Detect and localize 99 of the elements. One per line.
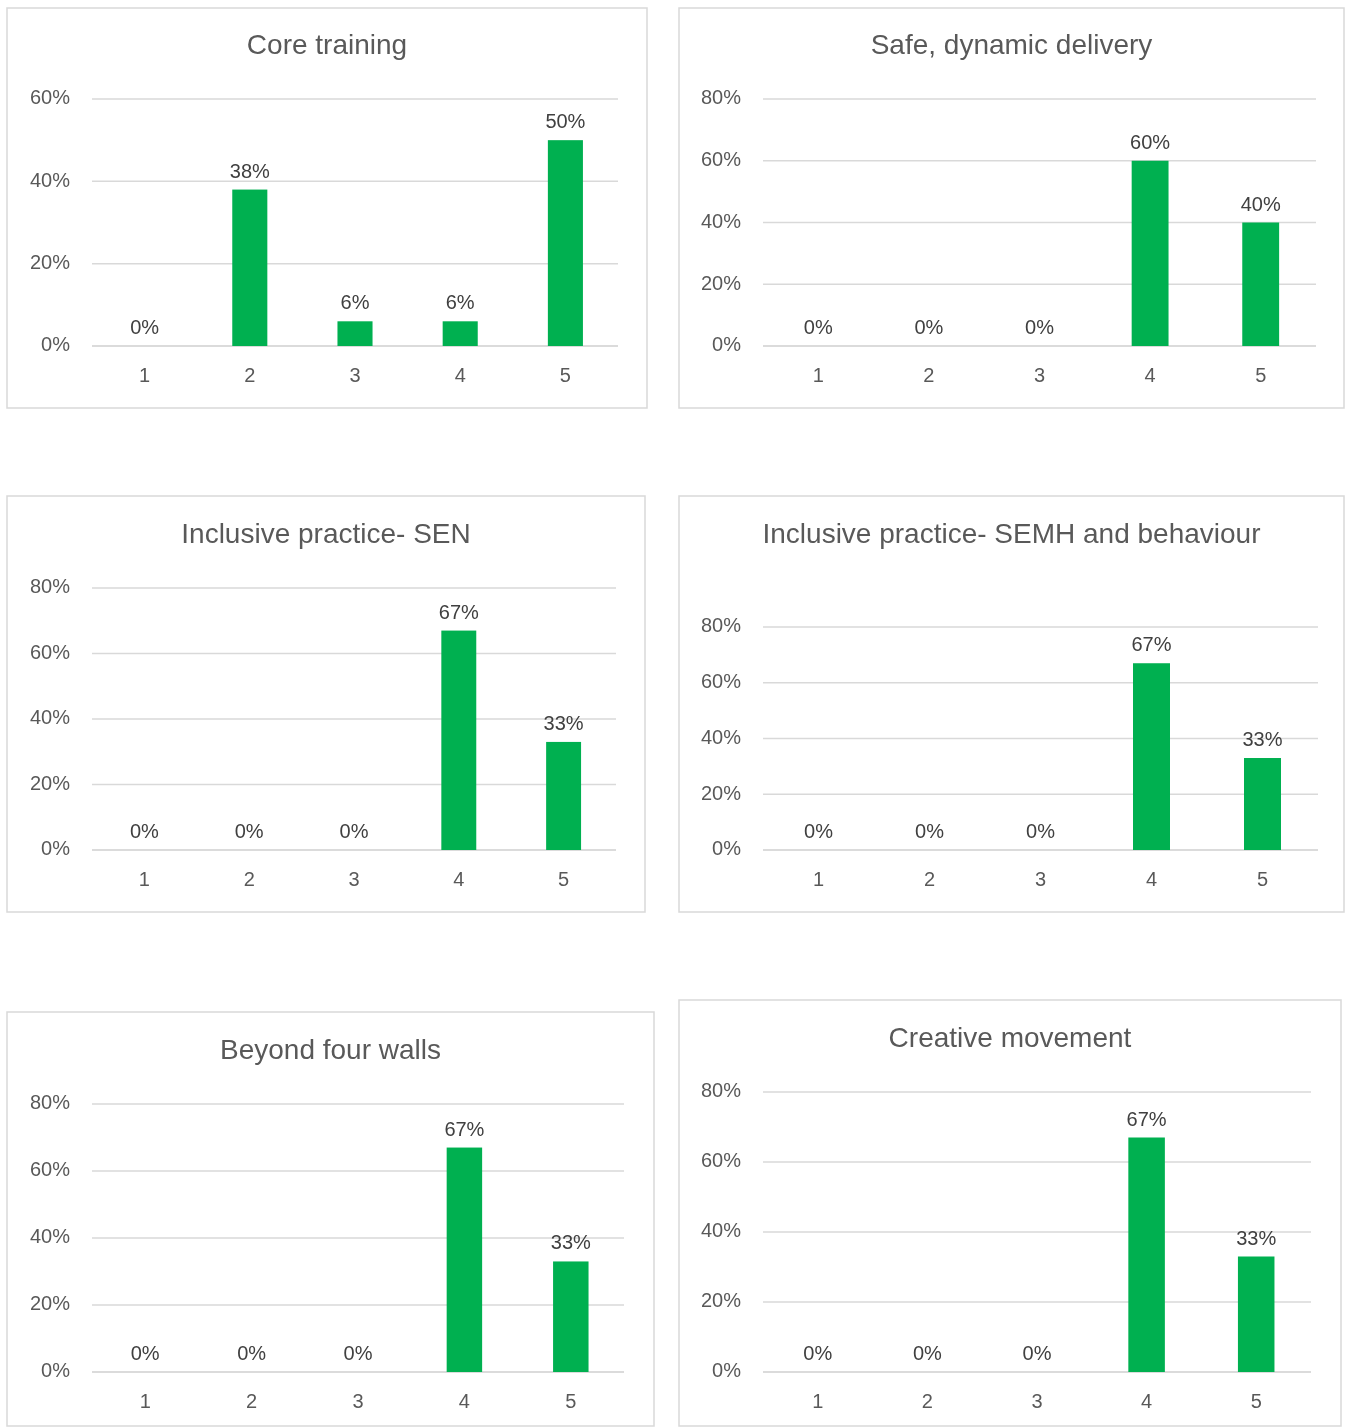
y-tick-label: 80% bbox=[700, 1079, 742, 1102]
data-label: 0% bbox=[234, 820, 264, 842]
y-tick-label: 80% bbox=[700, 86, 742, 109]
data-label: 38% bbox=[229, 159, 271, 182]
chart-title: Inclusive practice- SEN bbox=[181, 518, 471, 550]
data-label: 0% bbox=[803, 1342, 833, 1364]
x-tick-label: 3 bbox=[348, 868, 360, 891]
x-tick-label: 1 bbox=[812, 364, 824, 387]
x-tick-label: 5 bbox=[1250, 1390, 1262, 1413]
data-label: 33% bbox=[543, 711, 584, 734]
data-label: 0% bbox=[912, 1342, 943, 1364]
y-tick-label: 20% bbox=[700, 271, 742, 294]
data-label: 0% bbox=[343, 1342, 373, 1364]
y-tick-label: 60% bbox=[29, 640, 71, 663]
x-tick-label: 1 bbox=[138, 868, 150, 891]
data-label: 0% bbox=[130, 1342, 160, 1364]
data-label: 33% bbox=[550, 1231, 592, 1254]
bar bbox=[442, 321, 478, 346]
x-tick-label: 2 bbox=[921, 1390, 933, 1413]
x-tick-label: 5 bbox=[559, 364, 571, 387]
data-label: 50% bbox=[545, 110, 586, 133]
x-tick-label: 1 bbox=[812, 1390, 824, 1413]
x-tick-label: 1 bbox=[139, 1390, 151, 1413]
x-tick-label: 4 bbox=[453, 868, 465, 891]
data-label: 40% bbox=[1240, 192, 1281, 215]
data-label: 0% bbox=[339, 820, 369, 842]
x-tick-label: 5 bbox=[1256, 868, 1269, 891]
y-tick-label: 60% bbox=[700, 1149, 742, 1172]
y-tick-label: 0% bbox=[712, 837, 742, 860]
y-tick-label: 40% bbox=[700, 209, 742, 232]
data-label: 6% bbox=[445, 291, 475, 314]
x-tick-label: 4 bbox=[1145, 868, 1158, 891]
x-tick-label: 4 bbox=[1141, 1390, 1153, 1413]
data-label: 0% bbox=[915, 820, 945, 842]
data-label: 6% bbox=[340, 291, 370, 314]
chart-title: Safe, dynamic delivery bbox=[870, 29, 1153, 61]
x-tick-label: 4 bbox=[458, 1390, 470, 1413]
x-tick-label: 3 bbox=[1033, 364, 1046, 387]
x-tick-label: 3 bbox=[349, 364, 361, 387]
data-label: 0% bbox=[237, 1342, 267, 1364]
y-tick-label: 60% bbox=[29, 86, 71, 109]
y-tick-label: 40% bbox=[700, 725, 742, 748]
x-tick-label: 2 bbox=[923, 868, 936, 891]
x-tick-label: 5 bbox=[565, 1390, 577, 1413]
x-tick-label: 2 bbox=[923, 364, 935, 387]
x-tick-label: 1 bbox=[139, 364, 151, 387]
x-tick-label: 5 bbox=[1255, 364, 1267, 387]
bar bbox=[547, 140, 583, 346]
x-tick-label: 2 bbox=[246, 1390, 258, 1413]
x-tick-label: 3 bbox=[1034, 868, 1047, 891]
chart-title: Creative movement bbox=[888, 1022, 1132, 1054]
chart-title: Core training bbox=[246, 29, 408, 61]
data-label: 0% bbox=[803, 316, 833, 338]
y-tick-label: 0% bbox=[712, 1359, 742, 1382]
y-tick-label: 60% bbox=[700, 148, 742, 171]
bar bbox=[337, 321, 373, 346]
y-tick-label: 40% bbox=[29, 1225, 71, 1248]
data-label: 33% bbox=[1236, 1226, 1277, 1249]
data-label: 0% bbox=[1025, 316, 1055, 338]
y-tick-label: 0% bbox=[41, 333, 71, 356]
y-tick-label: 40% bbox=[700, 1219, 742, 1242]
bar bbox=[232, 189, 268, 346]
y-tick-label: 80% bbox=[29, 575, 71, 598]
y-tick-label: 20% bbox=[700, 1289, 742, 1312]
x-tick-label: 2 bbox=[243, 868, 255, 891]
data-label: 0% bbox=[804, 820, 834, 842]
data-label: 33% bbox=[1242, 728, 1283, 751]
y-tick-label: 60% bbox=[29, 1158, 71, 1181]
x-tick-label: 4 bbox=[1144, 364, 1156, 387]
x-tick-label: 4 bbox=[454, 364, 466, 387]
x-tick-label: 5 bbox=[558, 868, 570, 891]
y-tick-label: 20% bbox=[700, 781, 742, 804]
data-label: 0% bbox=[129, 820, 160, 842]
y-tick-label: 20% bbox=[29, 771, 71, 794]
data-label: 0% bbox=[1026, 820, 1056, 842]
y-tick-label: 40% bbox=[29, 706, 71, 729]
data-label: 67% bbox=[1131, 633, 1172, 656]
y-tick-label: 40% bbox=[29, 168, 71, 191]
data-label: 67% bbox=[1126, 1107, 1167, 1130]
x-tick-label: 3 bbox=[352, 1390, 364, 1413]
y-tick-label: 80% bbox=[700, 614, 742, 637]
x-tick-label: 1 bbox=[812, 868, 825, 891]
x-tick-label: 2 bbox=[244, 364, 256, 387]
data-label: 0% bbox=[130, 316, 160, 338]
data-label: 60% bbox=[1130, 130, 1171, 153]
y-tick-label: 60% bbox=[700, 670, 742, 693]
data-label: 0% bbox=[914, 316, 944, 338]
y-tick-label: 20% bbox=[29, 1292, 71, 1315]
data-label: 0% bbox=[1022, 1342, 1052, 1364]
y-tick-label: 0% bbox=[712, 333, 742, 356]
x-tick-label: 3 bbox=[1031, 1390, 1043, 1413]
chart-title: Inclusive practice- SEMH and behaviour bbox=[762, 518, 1261, 550]
y-tick-label: 80% bbox=[29, 1091, 71, 1114]
data-label: 67% bbox=[444, 1117, 485, 1140]
y-tick-label: 20% bbox=[29, 250, 71, 273]
chart-title: Beyond four walls bbox=[219, 1034, 442, 1066]
y-tick-label: 0% bbox=[41, 1359, 71, 1382]
data-label: 67% bbox=[438, 600, 480, 623]
y-tick-label: 0% bbox=[41, 837, 71, 860]
